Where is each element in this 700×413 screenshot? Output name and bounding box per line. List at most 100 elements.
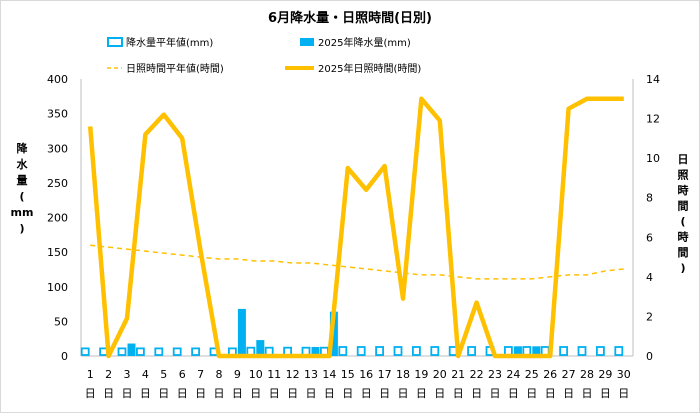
bar-2025-rain [127,343,136,356]
right-axis-label-char: 間 [678,246,689,259]
left-tick-label: 0 [61,350,68,363]
x-tick-suffix: 日 [158,387,169,400]
x-tick-label: 22 [470,368,484,381]
x-axis-ticks: 1日2日3日4日5日6日7日8日9日10日11日12日13日14日15日16日1… [85,368,631,400]
x-tick-label: 17 [378,368,392,381]
bar-normal-rain [356,346,366,356]
x-tick-suffix: 日 [342,387,353,400]
left-tick-label: 100 [47,281,68,294]
bar-normal-rain [172,347,182,356]
left-axis-label-char: ) [19,222,24,235]
left-tick-label: 400 [47,73,68,86]
left-axis-label: 降水量 (mm) [11,141,34,235]
x-tick-label: 29 [598,368,612,381]
x-tick-suffix: 日 [545,387,556,400]
x-tick-label: 21 [451,368,465,381]
line-2025-sun [87,96,624,359]
bar-normal-rain [393,346,403,356]
left-tick-label: 250 [47,177,68,190]
x-tick-suffix: 日 [140,387,151,400]
left-tick-label: 200 [47,212,68,225]
x-tick-suffix: 日 [269,387,280,400]
x-tick-suffix: 日 [287,387,298,400]
x-tick-suffix: 日 [453,387,464,400]
left-axis-label-char: 量 [17,174,28,187]
x-tick-label: 5 [160,368,167,381]
left-tick-label: 50 [54,315,68,328]
right-tick-label: 4 [646,271,653,284]
right-tick-label: 8 [646,192,653,205]
x-tick-label: 2 [105,368,112,381]
x-tick-suffix: 日 [600,387,611,400]
x-tick-suffix: 日 [508,387,519,400]
x-tick-suffix: 日 [416,387,427,400]
left-tick-label: 150 [47,246,68,259]
x-tick-suffix: 日 [361,387,372,400]
x-tick-label: 3 [124,368,131,381]
bar-normal-rain [375,346,385,356]
x-tick-label: 30 [617,368,631,381]
bar-normal-rain [117,347,127,356]
x-tick-label: 11 [267,368,281,381]
line-normal-sun [90,244,624,280]
x-tick-label: 25 [525,368,539,381]
bar-2025-rain [532,346,541,356]
x-tick-suffix: 日 [306,387,317,400]
series-2025-sun [87,96,624,359]
left-axis-label-char: mm [11,206,34,219]
right-tick-label: 14 [646,73,660,86]
x-tick-suffix: 日 [434,387,445,400]
x-tick-suffix: 日 [490,387,501,400]
x-tick-suffix: 日 [526,387,537,400]
right-tick-label: 12 [646,113,660,126]
plot-area-frame [80,79,634,357]
x-tick-label: 23 [488,368,502,381]
bar-2025-rain [311,346,320,356]
x-tick-label: 10 [249,368,263,381]
bar-normal-rain [411,346,421,356]
x-tick-label: 27 [562,368,576,381]
x-tick-label: 8 [216,368,223,381]
x-tick-label: 19 [414,368,428,381]
legend-label-2025-rain: 2025年降水量(mm) [318,36,411,49]
bar-normal-rain [467,346,477,356]
right-axis-label-char: ( [680,215,685,228]
x-tick-suffix: 日 [582,387,593,400]
x-tick-label: 4 [142,368,149,381]
left-axis-label-char: 降 [17,141,29,155]
right-axis-label-char: 照 [678,169,689,182]
x-tick-label: 28 [580,368,594,381]
legend: 降水量平年値(mm) 2025年降水量(mm) 日照時間平年値(時間) 2025… [107,36,421,75]
x-tick-suffix: 日 [85,387,96,400]
x-tick-label: 7 [197,368,204,381]
right-tick-label: 0 [646,350,653,363]
x-tick-label: 13 [304,368,318,381]
left-tick-label: 300 [47,142,68,155]
bar-normal-rain [135,347,145,356]
left-axis-label-char: ( [19,190,24,203]
right-tick-label: 6 [646,231,653,244]
x-tick-suffix: 日 [195,387,206,400]
x-tick-label: 1 [87,368,94,381]
legend-swatch-2025-rain [300,38,314,46]
bar-2025-rain [329,311,338,356]
bar-normal-rain [559,346,568,356]
bar-normal-rain [338,346,348,356]
bar-2025-rain [256,340,265,356]
x-tick-suffix: 日 [103,387,114,400]
x-tick-suffix: 日 [379,387,390,400]
bar-normal-rain [577,346,587,356]
x-tick-suffix: 日 [177,387,188,400]
x-tick-suffix: 日 [122,387,133,400]
right-axis-label: 日照時間(時間) [678,153,689,275]
right-axis-label-char: 日 [678,153,689,166]
right-axis-label-char: 時 [678,183,689,197]
x-tick-suffix: 日 [471,387,482,400]
legend-label-2025-sun: 2025年日照時間(時間) [318,62,421,75]
x-tick-label: 15 [341,368,355,381]
x-tick-suffix: 日 [232,387,243,400]
legend-label-normal-rain: 降水量平年値(mm) [126,36,213,49]
right-axis-ticks: 0 2 4 6 8 10 12 14 [646,73,660,363]
x-tick-label: 14 [322,368,336,381]
